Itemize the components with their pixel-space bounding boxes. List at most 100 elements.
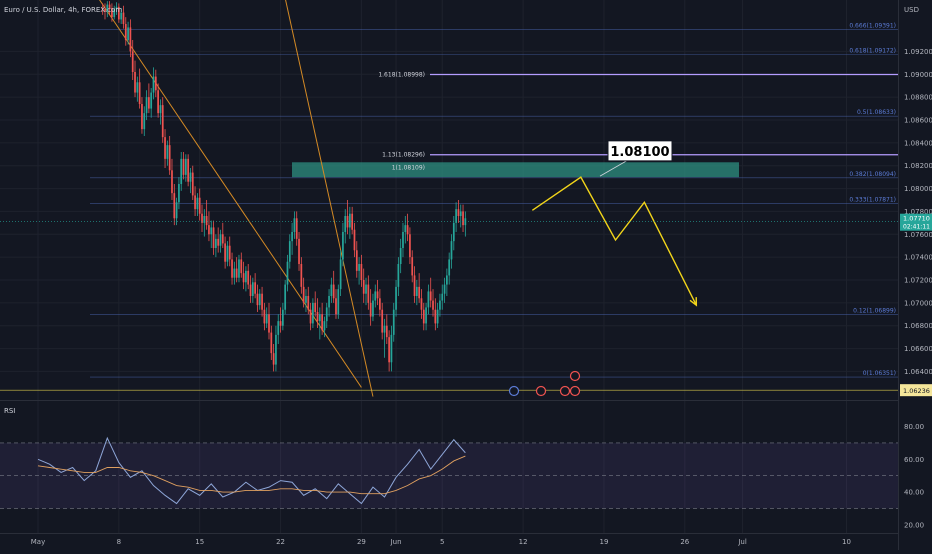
price-tick-label: 1.08000	[904, 185, 932, 193]
candle-body	[152, 76, 155, 93]
candle-body	[397, 264, 400, 287]
candle-body	[224, 243, 226, 262]
candle-body	[134, 72, 136, 93]
fib-level-label: 0.12(1.06899)	[853, 307, 896, 314]
last-price-box	[900, 213, 932, 231]
candle-body	[328, 296, 330, 308]
price-tick-label: 1.06400	[904, 368, 932, 376]
candle-body	[277, 321, 280, 335]
candle-body	[392, 309, 395, 335]
candle-body	[441, 293, 444, 301]
fib-level-label: 0.666(1.09391)	[849, 23, 896, 30]
candle-body	[443, 284, 446, 294]
candle-body	[219, 234, 222, 246]
rsi-tick-label: 80.00	[904, 423, 924, 431]
candle-body	[344, 216, 347, 232]
candle-body	[455, 209, 457, 223]
candle-body	[376, 291, 379, 299]
candle-body	[157, 90, 159, 114]
candle-body	[180, 158, 183, 184]
candle-body	[291, 232, 293, 242]
candle-body	[194, 195, 196, 210]
time-tick-label: 26	[680, 538, 689, 546]
candle-body	[312, 302, 314, 324]
chart-title: Euro / U.S. Dollar, 4h, FOREX.com	[4, 6, 122, 14]
extension-level-label: 1.13(1.08296)	[382, 152, 425, 159]
last-price-value: 1.07710	[903, 215, 930, 223]
crosshair-price-value: 1.06236	[903, 387, 930, 395]
candle-body	[210, 227, 213, 235]
candle-body	[348, 213, 351, 228]
candle-body	[127, 27, 129, 40]
candle-body	[187, 158, 190, 182]
candle-body	[439, 300, 441, 310]
candle-body	[182, 158, 185, 175]
price-tick-label: 1.07800	[904, 208, 932, 216]
candle-body	[115, 6, 118, 10]
fib-level-label: 0.333(1.07871)	[849, 196, 896, 203]
candle-body	[425, 307, 427, 324]
candle-body	[161, 105, 164, 138]
candle-body	[452, 222, 455, 242]
flag-event-icon	[559, 385, 571, 397]
fib-levels: 0.666(1.09391) 0.618(1.09172) 0.5(1.08633)…	[90, 23, 898, 378]
candle-body	[106, 4, 109, 12]
candle-body	[293, 218, 296, 232]
candle-body	[242, 273, 245, 283]
candle-body	[450, 241, 453, 260]
resistance-zone	[292, 162, 739, 178]
candle-body	[302, 286, 305, 303]
time-tick-label: 15	[195, 538, 204, 546]
price-tick-label: 1.07600	[904, 231, 932, 239]
candle-body	[148, 97, 150, 109]
candle-body	[251, 282, 254, 296]
candle-body	[332, 284, 335, 299]
candle-body	[111, 8, 113, 18]
candle-body	[390, 334, 393, 363]
candle-body	[173, 193, 176, 219]
candle-body	[117, 6, 120, 20]
candle-body	[226, 245, 229, 262]
candle-body	[178, 184, 180, 203]
flag-event-icon	[569, 370, 581, 382]
candle-body	[307, 296, 310, 310]
candle-body	[346, 216, 349, 228]
candle-body	[150, 92, 153, 109]
candle-body	[309, 309, 312, 324]
candle-body	[203, 216, 206, 223]
candle-body	[228, 245, 231, 260]
price-tick-label: 1.06600	[904, 345, 932, 353]
candle-body	[288, 241, 291, 262]
candle-body	[238, 259, 240, 278]
candle-body	[330, 284, 333, 296]
candle-body	[462, 211, 464, 226]
candle-body	[402, 232, 404, 248]
candle-body	[429, 291, 432, 301]
price-tick-label: 1.09200	[904, 48, 932, 56]
target-callout-box	[607, 140, 673, 162]
candle-body	[166, 145, 169, 159]
rsi-pane	[0, 436, 898, 509]
time-tick-label: Jul	[737, 538, 747, 546]
candle-body	[298, 238, 300, 264]
crosshair-price-box	[900, 384, 932, 397]
candles	[101, 1, 467, 372]
candle-body	[411, 257, 414, 276]
time-tick-label: Jun	[390, 538, 402, 546]
candle-body	[399, 248, 402, 264]
candle-body	[321, 314, 323, 331]
price-axis-unit: USD	[904, 6, 919, 14]
candle-body	[284, 284, 287, 310]
candle-body	[381, 309, 384, 333]
candle-body	[316, 312, 319, 322]
candle-body	[189, 172, 192, 182]
candle-body	[420, 298, 423, 310]
fib-level-label: 0.618(1.09172)	[849, 48, 896, 55]
price-tick-label: 1.08800	[904, 94, 932, 102]
candle-body	[249, 284, 252, 296]
candle-body	[104, 9, 106, 12]
candle-body	[360, 264, 363, 280]
candle-body	[406, 225, 409, 235]
candle-body	[120, 12, 123, 20]
